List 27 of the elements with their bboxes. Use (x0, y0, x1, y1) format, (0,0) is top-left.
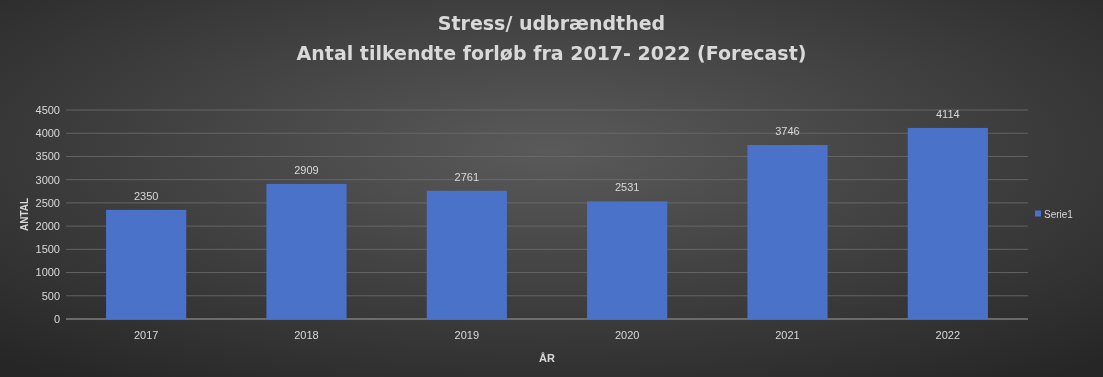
y-axis-title: ANTAL (19, 197, 30, 232)
y-tick-label: 0 (53, 312, 60, 325)
x-tick-label: 2019 (454, 329, 480, 341)
x-axis-title: ÅR (539, 352, 555, 364)
data-label: 3746 (775, 125, 800, 138)
legend-label: Serie1 (1044, 209, 1074, 220)
y-tick-label: 2000 (35, 219, 60, 232)
y-tick-label: 4000 (35, 127, 60, 140)
y-tick-label: 3000 (35, 173, 60, 186)
y-tick-label: 4500 (35, 103, 60, 116)
data-label: 2909 (294, 163, 319, 176)
x-tick-label: 2017 (133, 329, 159, 341)
y-tick-label: 3500 (35, 150, 60, 163)
x-tick-label: 2020 (614, 329, 640, 341)
data-label: 2531 (614, 181, 640, 194)
chart-subtitle: Antal tilkendte forløb fra 2017- 2022 (Forecast) (296, 42, 807, 64)
y-tick-label: 500 (41, 289, 60, 302)
y-tick-label: 1000 (35, 266, 60, 279)
chart-title: Stress/ udbrændthed (437, 12, 666, 34)
data-label: 2350 (133, 189, 159, 202)
x-tick-label: 2022 (935, 329, 961, 341)
x-tick-label: 2021 (775, 329, 800, 341)
data-label: 2761 (454, 170, 480, 183)
y-tick-label: 2500 (35, 196, 60, 209)
y-tick-label: 1500 (35, 243, 60, 256)
x-tick-label: 2018 (294, 329, 319, 341)
data-label: 4114 (936, 107, 960, 120)
